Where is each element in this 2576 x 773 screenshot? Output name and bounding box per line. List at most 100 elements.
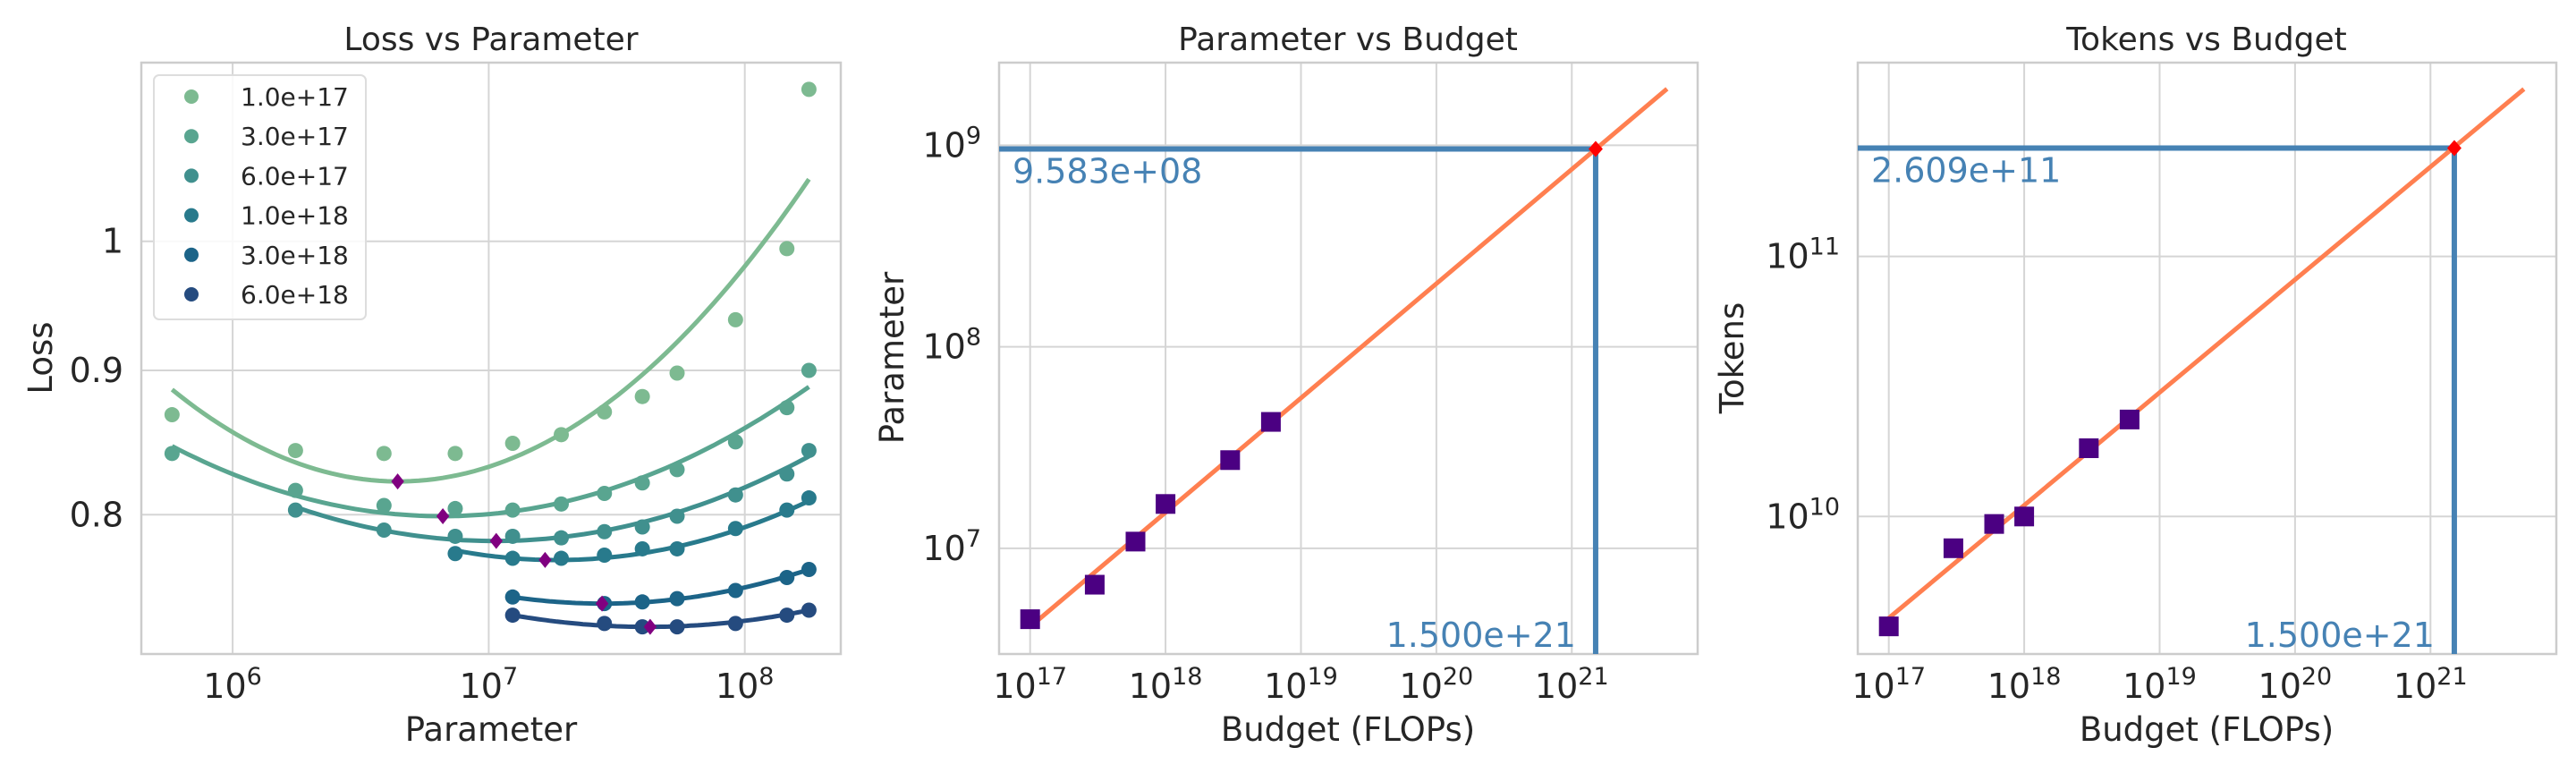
fit-curve-1.0e+17 [170,177,811,484]
data-point-3.0e+18 [727,582,743,599]
prediction-y-annotation: 2.609e+11 [1871,151,2061,191]
minimum-marker [643,618,657,635]
legend-label: 6.0e+18 [241,280,349,310]
x-tick-label: 1020 [1400,663,1474,706]
prediction-x-annotation: 1.500e+21 [1386,616,1576,655]
legend-marker [184,89,199,104]
data-point-6.0e+17 [669,508,685,524]
y-tick-label: 108 [922,324,981,367]
data-point-3.0e+17 [597,486,613,502]
x-tick-label: 107 [460,663,519,706]
x-axis-label: Parameter [405,710,578,749]
x-tick-label: 1021 [1535,663,1609,706]
data-point [2079,438,2099,459]
data-point [1156,494,1176,514]
data-point-6.0e+17 [376,522,392,538]
y-tick-label: 107 [922,525,981,568]
data-point-1.0e+17 [164,407,180,423]
data-point-6.0e+18 [801,602,817,618]
y-tick-label: 1 [102,222,123,261]
legend-marker [184,247,199,262]
y-axis-label: Tokens [1713,302,1751,415]
y-tick-label: 1011 [1766,234,1840,276]
data-point-1.0e+17 [287,443,303,459]
data-point [1878,616,1899,637]
chart-title: Parameter vs Budget [1178,21,1518,58]
data-point-1.0e+18 [801,490,817,506]
legend-label: 3.0e+17 [241,122,349,151]
data-point-1.0e+17 [634,388,650,404]
data-point-1.0e+18 [634,540,650,556]
data-point-1.0e+17 [779,241,795,257]
y-tick-label: 109 [922,122,981,165]
legend-box [153,74,367,320]
data-point-6.0e+17 [554,530,570,546]
data-point [1984,514,2004,534]
data-point-6.0e+17 [727,487,743,503]
y-axis-label: Loss [21,321,60,394]
prediction-marker [2446,140,2462,157]
x-tick-label: 106 [203,663,262,706]
data-point-6.0e+18 [597,616,613,632]
prediction-x-annotation: 1.500e+21 [2245,616,2435,655]
data-point-3.0e+17 [376,497,392,514]
data-point-6.0e+17 [447,528,463,544]
data-point-6.0e+17 [287,502,303,518]
legend: 1.0e+17 3.0e+17 6.0e+17 1.0e+18 3.0e+18 6.0e+… [153,74,367,320]
data-point-6.0e+17 [779,466,795,482]
data-point-6.0e+18 [727,616,743,632]
data-point-3.0e+17 [634,475,650,491]
y-tick-label: 1010 [1766,493,1840,536]
data-point-3.0e+18 [779,570,795,586]
data-point-1.0e+17 [597,403,613,420]
data-point-1.0e+18 [447,546,463,562]
data-point-3.0e+17 [164,446,180,462]
x-tick-label: 1018 [1987,663,2062,706]
data-point-3.0e+17 [727,434,743,450]
legend-label: 6.0e+17 [241,161,349,191]
prediction-y-annotation: 9.583e+08 [1013,152,1202,191]
x-tick-label: 1020 [2258,663,2333,706]
plot-frame [997,61,1699,656]
data-point-6.0e+18 [634,619,650,635]
legend-label: 1.0e+18 [241,201,349,231]
plot-frame [1856,61,2558,656]
data-point-3.0e+17 [504,502,521,518]
data-point-1.0e+18 [504,550,521,566]
data-point [2014,506,2035,527]
minimum-marker [538,551,552,568]
data-point-1.0e+17 [669,365,685,381]
data-point-3.0e+18 [504,589,521,605]
chart-title: Loss vs Parameter [343,21,638,58]
y-tick-label: 0.9 [70,351,123,390]
x-tick-label: 1019 [1264,663,1338,706]
legend-label: 1.0e+17 [241,82,349,112]
data-point [1260,412,1281,432]
y-axis-label: Parameter [873,271,911,444]
x-tick-label: 1018 [1129,663,1203,706]
tokens-vs-budget-panel: 1017 1018 1019 1020 1021 1010 1011 2.609e+11 1.5… [1713,21,2558,749]
minimum-marker [436,507,450,524]
data-point-1.0e+18 [554,550,570,566]
data-point-1.0e+17 [554,427,570,443]
x-tick-label: 1019 [2123,663,2197,706]
parameter-vs-budget-panel: 1017 1018 1019 1020 1021 107 108 109 9.583e+08 1.… [873,21,1699,749]
legend-marker [184,129,199,144]
legend-label: 3.0e+18 [241,241,349,270]
minimum-marker [489,532,504,549]
data-point-1.0e+17 [801,81,817,98]
data-point-6.0e+17 [634,519,650,535]
data-point [1943,538,1963,558]
data-point-1.0e+17 [447,446,463,462]
x-tick-label: 108 [716,663,775,706]
data-point-1.0e+17 [376,446,392,462]
prediction-marker [1588,140,1603,157]
data-point-3.0e+18 [669,590,685,607]
data-point [1020,609,1040,630]
x-tick-label: 1017 [1852,663,1926,706]
legend-marker [184,208,199,223]
data-point-3.0e+17 [287,482,303,498]
loss-vs-parameter-panel: 106 107 1080.80.911.0e+173.0e+176.0e+171.0… [21,21,843,749]
chart-title: Tokens vs Budget [2065,21,2347,58]
